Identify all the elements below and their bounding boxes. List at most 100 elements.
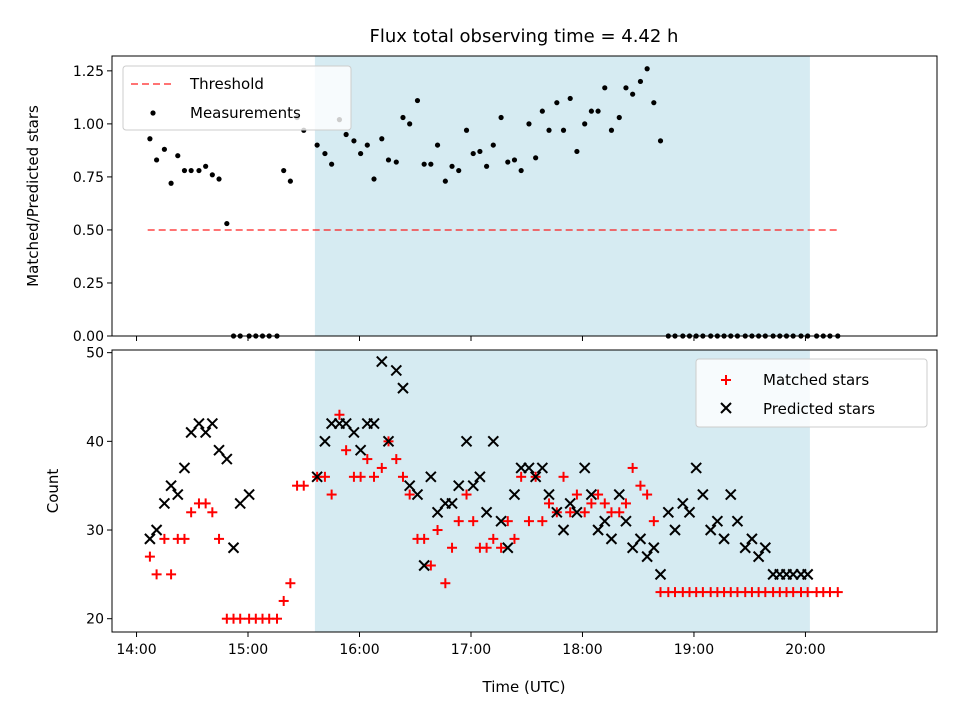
predicted-star-point xyxy=(474,471,486,483)
top-panel: 0.00 0.25 0.50 0.75 1.00 1.25 Matched/Predicte… xyxy=(24,55,938,345)
x-tick-label: 20:00 xyxy=(785,642,825,658)
measurement-point xyxy=(637,78,644,85)
measurement-point xyxy=(539,108,545,114)
predicted-star-point xyxy=(243,488,255,501)
predicted-star-point xyxy=(453,479,465,492)
measurement-point xyxy=(407,121,413,127)
matched-star-point xyxy=(481,542,492,553)
predicted-star-point xyxy=(150,524,163,536)
predicted-star-point xyxy=(460,435,473,448)
matched-star-point xyxy=(642,489,653,500)
measurement-point xyxy=(456,167,462,174)
measurement-point xyxy=(511,157,518,163)
matched-star-point xyxy=(586,498,597,509)
predicted-star-point xyxy=(354,444,367,456)
legend-entry-label: Predicted stars xyxy=(763,400,875,418)
predicted-star-point xyxy=(801,568,814,581)
predicted-star-point xyxy=(227,542,240,554)
x-axis-label: Time (UTC) xyxy=(482,678,566,696)
predicted-star-point xyxy=(654,568,667,581)
predicted-star-point xyxy=(480,506,493,518)
predicted-star-point xyxy=(620,515,632,527)
measurement-point xyxy=(209,172,215,178)
measurement-point xyxy=(393,159,399,165)
predicted-star-point xyxy=(626,542,639,554)
predicted-star-point xyxy=(431,506,444,518)
measurement-point xyxy=(161,146,167,152)
measurement-point xyxy=(602,85,608,91)
measurement-point xyxy=(567,95,573,102)
matched-star-point xyxy=(285,578,296,589)
measurement-point xyxy=(449,163,455,169)
matched-star-point xyxy=(298,480,309,491)
predicted-star-point xyxy=(746,533,758,545)
y-tick-label: 0.75 xyxy=(73,170,104,186)
measurement-point xyxy=(358,150,364,157)
predicted-star-point xyxy=(648,542,660,554)
x-tick-label: 14:00 xyxy=(116,642,156,658)
predicted-star-point xyxy=(403,479,416,492)
predicted-star-point xyxy=(221,453,233,465)
matched-star-point xyxy=(355,471,366,482)
predicted-star-point xyxy=(725,488,737,501)
matched-star-point xyxy=(635,480,646,491)
predicted-star-point xyxy=(319,435,331,448)
matched-star-point xyxy=(614,507,625,518)
measurement-point xyxy=(351,138,357,144)
predicted-star-point xyxy=(495,515,507,527)
predicted-star-point xyxy=(193,417,205,430)
matched-star-point xyxy=(166,569,177,580)
y-tick-label: 50 xyxy=(86,346,104,362)
matched-star-point xyxy=(144,551,155,562)
matched-star-point xyxy=(341,445,352,456)
matched-star-point xyxy=(502,516,513,527)
matched-star-point xyxy=(419,533,430,544)
measurement-point xyxy=(175,153,181,159)
measurement-point xyxy=(582,121,588,127)
matched-star-point xyxy=(425,560,436,571)
matched-star-point xyxy=(272,613,282,624)
legend-box xyxy=(695,358,928,428)
measurement-point xyxy=(153,157,160,163)
measurement-point xyxy=(483,163,490,169)
predicted-star-point xyxy=(234,497,246,510)
predicted-star-point xyxy=(557,524,570,536)
matched-star-point xyxy=(571,489,582,500)
predicted-star-point xyxy=(382,435,395,448)
x-tick-label: 18:00 xyxy=(562,642,602,658)
measurement-point xyxy=(644,66,650,72)
predicted-star-point xyxy=(446,497,458,510)
legend-matched-swatch xyxy=(721,375,731,385)
measurement-point xyxy=(657,138,664,144)
measurement-point xyxy=(400,114,406,121)
y-tick-label: 30 xyxy=(86,523,104,539)
matched-star-point xyxy=(565,507,576,518)
matched-star-point xyxy=(319,471,330,482)
measurement-point xyxy=(505,159,511,165)
predicted-star-point xyxy=(551,506,563,518)
predicted-star-point xyxy=(731,515,744,527)
matched-star-point xyxy=(200,498,211,509)
measurement-point xyxy=(442,178,448,184)
predicted-star-point xyxy=(206,417,219,430)
matched-star-point xyxy=(440,578,451,589)
predicted-star-point xyxy=(711,515,724,527)
measurement-point xyxy=(281,167,287,174)
y-tick-label: 0.50 xyxy=(73,223,104,239)
predicted-star-point xyxy=(508,488,521,501)
observing-span xyxy=(314,56,810,336)
y-tick-label: 0.00 xyxy=(73,329,104,345)
measurement-point xyxy=(434,142,441,148)
predicted-star-point xyxy=(376,355,388,368)
measurement-point xyxy=(343,131,349,138)
predicted-star-point xyxy=(172,488,184,501)
top-legend: Threshold Measurements xyxy=(122,65,352,131)
measurement-point xyxy=(322,150,328,157)
matched-star-point xyxy=(159,533,170,544)
measurement-point xyxy=(526,121,532,127)
matched-star-point xyxy=(593,489,604,500)
measurement-point xyxy=(421,161,427,167)
predicted-star-point xyxy=(411,488,424,501)
predicted-star-point xyxy=(529,471,542,483)
measurement-point xyxy=(428,161,434,167)
